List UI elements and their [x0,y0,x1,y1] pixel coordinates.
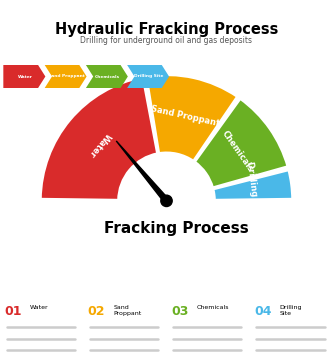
Text: Drilling
Site: Drilling Site [280,305,302,316]
Text: Water: Water [18,75,33,78]
Text: Drilling Site: Drilling Site [134,75,164,78]
Polygon shape [127,65,169,88]
Text: Chemicals: Chemicals [220,129,255,173]
Polygon shape [86,65,128,88]
Text: Chemicals: Chemicals [95,75,120,78]
Text: 01: 01 [5,305,22,318]
Text: Sand
Proppant: Sand Proppant [113,305,142,316]
Circle shape [161,195,172,207]
Text: 02: 02 [88,305,105,318]
Text: Drilling for underground oil and gas deposits: Drilling for underground oil and gas dep… [81,36,252,45]
Polygon shape [3,65,45,88]
Wedge shape [40,77,158,200]
Text: Sand Proppant: Sand Proppant [150,104,221,128]
Text: 03: 03 [171,305,188,318]
Text: Sand Proppant: Sand Proppant [48,75,85,78]
Polygon shape [116,141,168,203]
Text: Water: Water [87,131,113,159]
Text: Chemicals: Chemicals [196,305,229,310]
Wedge shape [213,170,293,200]
Text: Water: Water [30,305,49,310]
Text: 04: 04 [254,305,272,318]
Polygon shape [45,65,87,88]
Wedge shape [146,75,237,161]
Wedge shape [194,99,288,188]
Text: Hydraulic Fracking Process: Hydraulic Fracking Process [55,22,278,37]
Text: Fracking Process: Fracking Process [104,221,249,236]
Text: Drilling Site: Drilling Site [245,161,261,218]
